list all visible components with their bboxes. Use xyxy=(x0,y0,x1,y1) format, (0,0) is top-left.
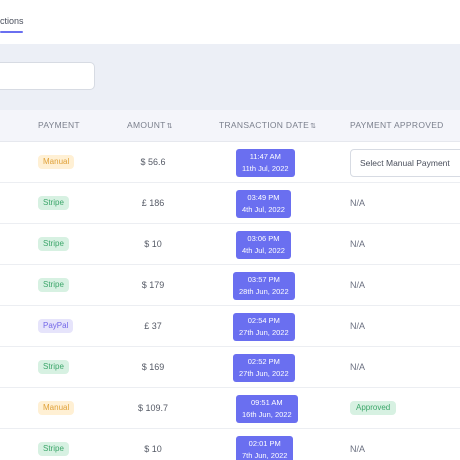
amount-value: $ 10 xyxy=(144,239,162,249)
payment-method-badge: PayPal xyxy=(38,319,74,333)
transaction-date-badge: 02:54 PM 27th Jun, 2022 xyxy=(233,313,295,341)
payment-method-badge: Manual xyxy=(38,401,75,415)
transaction-date: 4th Jul, 2022 xyxy=(242,205,285,214)
table-row: Stripe £ 186 03:49 PM 4th Jul, 2022 N/A xyxy=(0,183,460,224)
table-header: PAYMENT AMOUNT⇅ TRANSACTION DATE⇅ PAYMEN… xyxy=(0,110,460,142)
payment-approved-value: N/A xyxy=(350,321,366,331)
table-row: PayPal £ 37 02:54 PM 27th Jun, 2022 N/A xyxy=(0,306,460,347)
transaction-date-badge: 03:49 PM 4th Jul, 2022 xyxy=(236,190,291,218)
transaction-time: 11:47 AM xyxy=(249,152,281,161)
transaction-time: 03:06 PM xyxy=(247,234,280,243)
transaction-date: 11th Jul, 2022 xyxy=(242,164,289,173)
filter-bar xyxy=(0,44,460,110)
header-transaction-date[interactable]: TRANSACTION DATE⇅ xyxy=(219,120,316,130)
transaction-date-badge: 03:06 PM 4th Jul, 2022 xyxy=(236,231,291,259)
approved-badge: Approved xyxy=(350,401,397,415)
table-row: Stripe $ 169 02:52 PM 27th Jun, 2022 N/A xyxy=(0,347,460,388)
transaction-time: 02:01 PM xyxy=(248,439,281,448)
transaction-date: 27th Jun, 2022 xyxy=(239,369,289,378)
table-row: Stripe $ 10 02:01 PM 7th Jun, 2022 N/A xyxy=(0,429,460,460)
payment-method-badge: Stripe xyxy=(38,360,69,374)
transaction-time: 02:54 PM xyxy=(247,316,280,325)
table-row: Manual $ 56.6 11:47 AM 11th Jul, 2022 Se… xyxy=(0,142,460,183)
header-amount-label: AMOUNT xyxy=(127,120,166,130)
table-body: Manual $ 56.6 11:47 AM 11th Jul, 2022 Se… xyxy=(0,142,460,460)
payment-approved-value: N/A xyxy=(350,239,366,249)
header-payment-approved: PAYMENT APPROVED xyxy=(350,120,444,130)
transaction-date-badge: 11:47 AM 11th Jul, 2022 xyxy=(236,149,295,177)
payment-method-badge: Stripe xyxy=(38,196,69,210)
amount-value: $ 179 xyxy=(141,280,165,290)
transaction-date: 27th Jun, 2022 xyxy=(239,328,289,337)
transaction-time: 09:51 AM xyxy=(250,398,283,407)
payment-method-badge: Stripe xyxy=(38,237,69,251)
top-tab-bar: ctions xyxy=(0,0,460,44)
payment-approved-value: N/A xyxy=(350,444,366,454)
transactions-table: PAYMENT AMOUNT⇅ TRANSACTION DATE⇅ PAYMEN… xyxy=(0,110,460,460)
search-input[interactable] xyxy=(0,62,95,90)
payment-approved-value: N/A xyxy=(350,362,366,372)
header-payment: PAYMENT xyxy=(38,120,80,130)
transaction-date: 4th Jul, 2022 xyxy=(242,246,285,255)
amount-value: $ 109.7 xyxy=(137,403,169,413)
transaction-date-badge: 09:51 AM 16th Jun, 2022 xyxy=(236,395,298,423)
payment-approved-value: N/A xyxy=(350,280,366,290)
amount-value: $ 10 xyxy=(144,444,162,454)
transaction-time: 03:49 PM xyxy=(247,193,280,202)
tab-transactions[interactable]: ctions xyxy=(0,16,24,26)
table-row: Manual $ 109.7 09:51 AM 16th Jun, 2022 A… xyxy=(0,388,460,429)
transaction-date-badge: 02:52 PM 27th Jun, 2022 xyxy=(233,354,295,382)
sort-icon[interactable]: ⇅ xyxy=(166,123,173,130)
manual-payment-select[interactable]: Select Manual Payment xyxy=(350,149,460,177)
transaction-time: 03:57 PM xyxy=(247,275,280,284)
amount-value: £ 186 xyxy=(141,198,165,208)
transaction-date: 16th Jun, 2022 xyxy=(242,410,292,419)
payment-method-badge: Stripe xyxy=(38,278,69,292)
payment-approved-value: N/A xyxy=(350,198,366,208)
table-row: Stripe $ 179 03:57 PM 28th Jun, 2022 N/A xyxy=(0,265,460,306)
transaction-date-badge: 02:01 PM 7th Jun, 2022 xyxy=(236,436,294,460)
header-transaction-date-label: TRANSACTION DATE xyxy=(219,120,310,130)
transaction-date-badge: 03:57 PM 28th Jun, 2022 xyxy=(233,272,295,300)
payment-method-badge: Manual xyxy=(38,155,75,169)
amount-value: £ 37 xyxy=(144,321,162,331)
sort-icon[interactable]: ⇅ xyxy=(310,123,317,130)
header-amount[interactable]: AMOUNT⇅ xyxy=(127,120,173,130)
amount-value: $ 56.6 xyxy=(140,157,166,167)
transaction-time: 02:52 PM xyxy=(247,357,280,366)
active-tab-indicator xyxy=(0,31,23,33)
amount-value: $ 169 xyxy=(141,362,165,372)
transaction-date: 28th Jun, 2022 xyxy=(239,287,289,296)
transaction-date: 7th Jun, 2022 xyxy=(242,451,288,460)
payment-method-badge: Stripe xyxy=(38,442,69,456)
table-row: Stripe $ 10 03:06 PM 4th Jul, 2022 N/A xyxy=(0,224,460,265)
